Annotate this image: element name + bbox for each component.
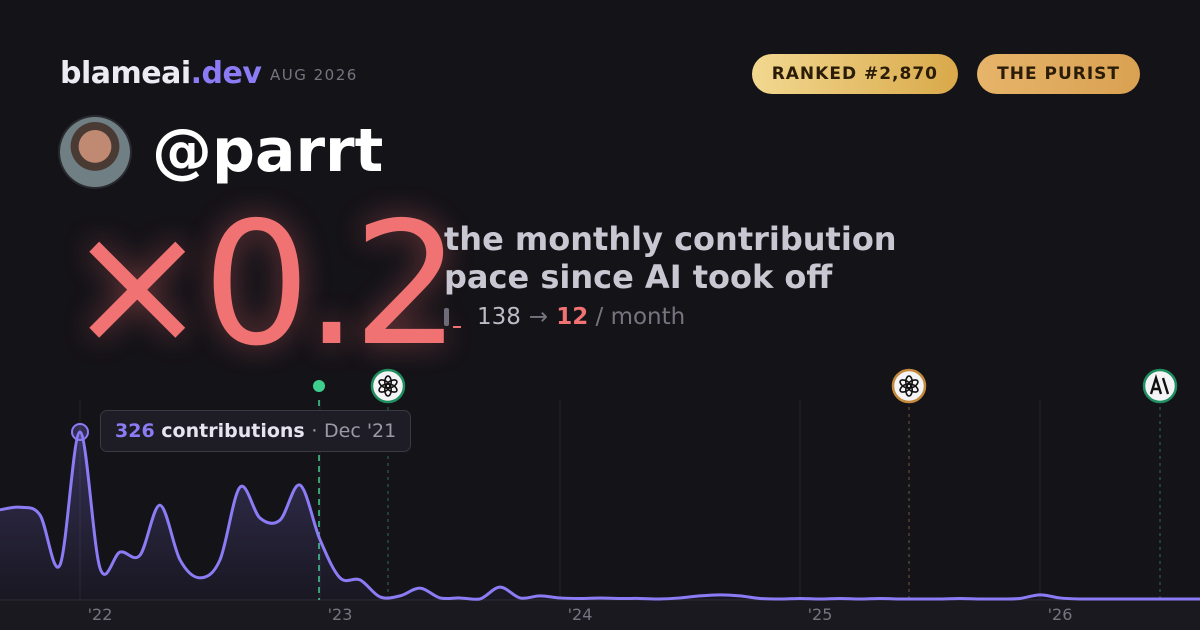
after: 12 bbox=[556, 304, 589, 330]
area bbox=[0, 431, 1200, 600]
icon bbox=[444, 308, 449, 326]
tooltip-unit: contributions bbox=[161, 420, 305, 442]
rank-badge: RANKED #2,870 bbox=[751, 54, 958, 94]
highlight-ring bbox=[71, 423, 89, 441]
description: the monthly contribution bbox=[444, 220, 897, 258]
brand: blameai.dev bbox=[60, 56, 262, 91]
tooltip-date: Dec '21 bbox=[324, 420, 397, 442]
stat: 138 → 12 / month bbox=[444, 304, 685, 330]
event-icon bbox=[1142, 368, 1178, 404]
tooltip-value: 326 bbox=[115, 420, 155, 442]
avatar bbox=[60, 117, 130, 187]
icon-glyph bbox=[378, 379, 391, 389]
arrow: → bbox=[528, 304, 549, 330]
unit: / month bbox=[595, 304, 686, 330]
icon-glyph bbox=[1149, 373, 1170, 395]
description: pace since AI took off bbox=[444, 258, 833, 296]
x-tick-label: '26 bbox=[1048, 605, 1073, 624]
multiplier: ×0.2 bbox=[66, 186, 461, 384]
date: AUG 2026 bbox=[270, 66, 358, 84]
tooltip: 326 contributions · Dec '21 bbox=[100, 410, 412, 452]
brand-suffix: .dev bbox=[190, 56, 262, 91]
persona-badge: THE PURIST bbox=[977, 54, 1140, 94]
axis-band bbox=[0, 600, 1200, 630]
line bbox=[0, 430, 1200, 601]
event-dot bbox=[313, 380, 325, 392]
x-tick-label: '24 bbox=[568, 605, 593, 624]
x-tick-label: '22 bbox=[88, 605, 113, 624]
event-icon bbox=[891, 368, 927, 404]
before: 138 bbox=[477, 304, 521, 330]
event-icon bbox=[370, 368, 406, 404]
brand-name: blameai bbox=[60, 56, 191, 91]
icon bbox=[453, 326, 461, 328]
x-tick-label: '25 bbox=[808, 605, 833, 624]
separator: · bbox=[311, 420, 318, 442]
handle: @parrt bbox=[152, 116, 384, 186]
icon-glyph bbox=[899, 379, 912, 389]
x-tick-label: '23 bbox=[328, 605, 353, 624]
